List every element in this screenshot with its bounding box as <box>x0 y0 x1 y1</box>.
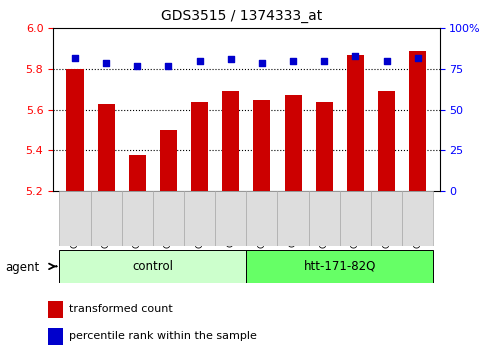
Point <box>165 63 172 69</box>
Point <box>414 55 422 61</box>
Bar <box>222 91 239 191</box>
Bar <box>246 191 278 246</box>
Point <box>133 63 141 69</box>
Bar <box>48 328 63 345</box>
Point <box>258 60 266 65</box>
Bar <box>122 191 153 246</box>
Bar <box>48 301 63 318</box>
Bar <box>66 69 84 191</box>
Bar <box>246 250 433 283</box>
Point <box>289 58 297 64</box>
Text: agent: agent <box>5 261 39 274</box>
Point <box>227 56 235 62</box>
Bar <box>284 96 302 191</box>
Bar <box>340 191 371 246</box>
Bar <box>371 191 402 246</box>
Point <box>383 58 390 64</box>
Point <box>102 60 110 65</box>
Point <box>196 58 203 64</box>
Bar <box>409 51 426 191</box>
Bar <box>316 102 333 191</box>
Bar <box>90 191 122 246</box>
Bar <box>254 99 270 191</box>
Bar <box>378 91 395 191</box>
Text: GDS3515 / 1374333_at: GDS3515 / 1374333_at <box>161 9 322 23</box>
Bar <box>402 191 433 246</box>
Bar <box>184 191 215 246</box>
Bar <box>215 191 246 246</box>
Text: htt-171-82Q: htt-171-82Q <box>304 260 376 273</box>
Bar <box>59 191 90 246</box>
Bar <box>98 104 114 191</box>
Bar <box>191 102 208 191</box>
Bar <box>59 250 246 283</box>
Text: control: control <box>132 260 173 273</box>
Bar <box>309 191 340 246</box>
Text: transformed count: transformed count <box>69 304 173 314</box>
Point <box>320 58 328 64</box>
Bar <box>128 154 146 191</box>
Point <box>352 53 359 59</box>
Bar <box>347 55 364 191</box>
Bar <box>160 130 177 191</box>
Point <box>71 55 79 61</box>
Text: percentile rank within the sample: percentile rank within the sample <box>69 331 257 341</box>
Bar <box>153 191 184 246</box>
Bar <box>278 191 309 246</box>
